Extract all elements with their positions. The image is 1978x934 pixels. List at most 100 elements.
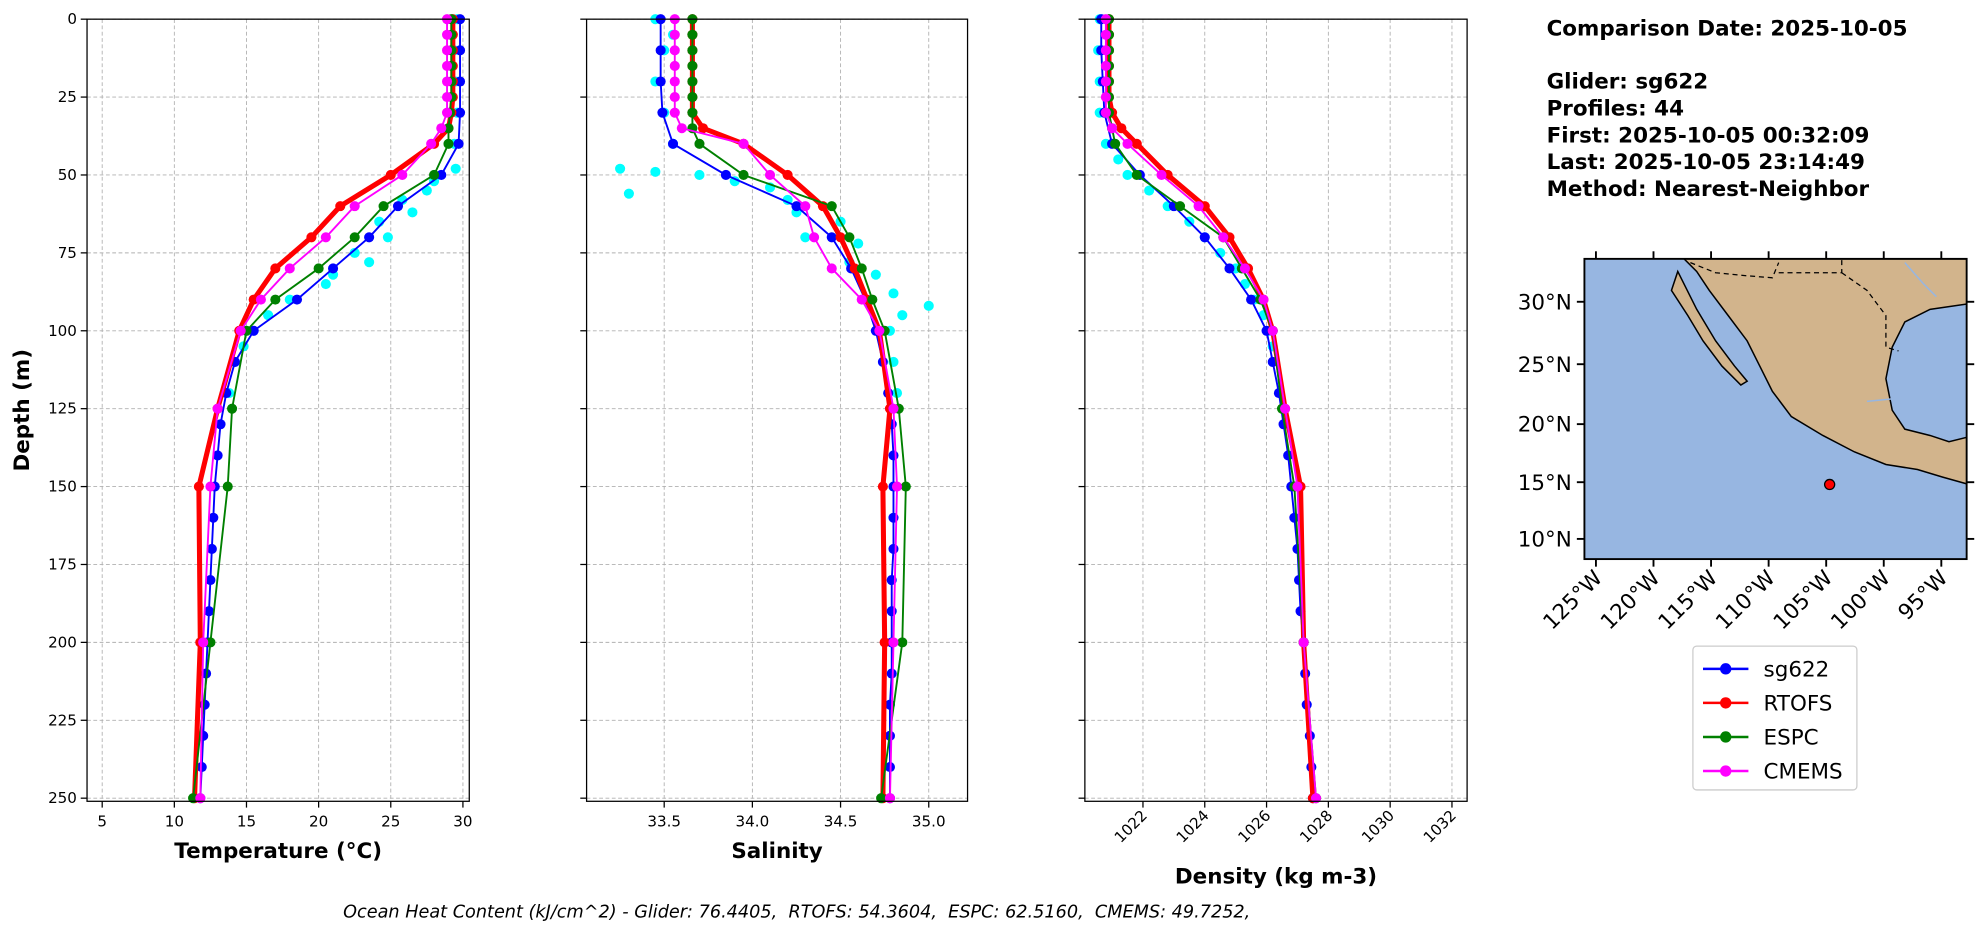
- raw-point: [897, 310, 908, 321]
- profile-point: [897, 637, 908, 648]
- profile-point: [442, 60, 453, 71]
- profile-point: [1100, 76, 1111, 87]
- x-tick-label: 5: [97, 813, 107, 831]
- raw-point: [800, 232, 811, 243]
- legend-label: RTOFS: [1764, 691, 1833, 716]
- profile-point: [442, 45, 453, 56]
- profile-point: [809, 232, 820, 243]
- profile-point: [203, 606, 215, 617]
- profile-point: [844, 232, 855, 243]
- profile-point: [397, 169, 408, 181]
- raw-point: [364, 257, 375, 268]
- x-tick-label: 1022: [1111, 807, 1151, 847]
- legend-marker: [1720, 697, 1732, 709]
- y-axis-label: Depth (m): [10, 349, 35, 472]
- profile-point: [676, 123, 687, 134]
- map-frame: [1583, 257, 1968, 561]
- profile-point: [1100, 45, 1111, 56]
- profile-point: [443, 138, 454, 149]
- x-tick-label: 30: [453, 813, 472, 831]
- profile-point: [791, 201, 802, 212]
- profile-point: [270, 294, 281, 305]
- profile-point: [1131, 138, 1142, 149]
- raw-point: [1215, 247, 1226, 258]
- raw-point: [349, 247, 360, 258]
- profile-point: [657, 107, 668, 118]
- profile-point: [782, 169, 793, 181]
- axes-frame: [585, 18, 969, 802]
- y-tick-label: 25: [58, 88, 77, 106]
- profile-point: [1193, 201, 1204, 212]
- raw-point: [853, 238, 864, 249]
- map: 10°N 15°N 20°N 25°N 30°N 125°W120°W115°W110°W…: [1518, 251, 1975, 635]
- y-tick-label: 0: [67, 10, 77, 28]
- profile-point: [320, 232, 331, 243]
- profile-point: [655, 76, 666, 87]
- profile-point: [255, 294, 266, 305]
- lon-label: 125°W: [1539, 566, 1608, 635]
- y-tick-label: 75: [58, 244, 77, 262]
- profile-point: [442, 107, 453, 118]
- info-line: Last: 2025-10-05 23:14:49: [1547, 150, 1865, 175]
- profile-point: [248, 294, 259, 305]
- raw-point: [923, 300, 934, 311]
- profile-point: [888, 637, 899, 648]
- profile-point: [349, 232, 360, 243]
- raw-point: [1144, 185, 1155, 196]
- profile-point: [687, 45, 698, 56]
- raw-point: [407, 207, 418, 218]
- profile-point: [874, 325, 885, 336]
- profile-point: [284, 263, 295, 274]
- axes-frame: [86, 18, 470, 802]
- profile-point: [879, 637, 890, 648]
- raw-point: [382, 232, 393, 243]
- profile-point: [364, 232, 375, 243]
- glider-location: [1823, 478, 1836, 491]
- profile-point: [800, 201, 811, 212]
- x-tick-label: 1032: [1420, 807, 1460, 847]
- lon-label: 115°W: [1654, 566, 1723, 635]
- profile-point: [1199, 232, 1210, 243]
- profile-point: [1280, 403, 1291, 414]
- lat-label: 10°N: [1518, 527, 1572, 552]
- land: [1683, 258, 1967, 485]
- x-tick-label: 15: [237, 813, 256, 831]
- profile-point: [891, 481, 903, 492]
- profile-point: [669, 45, 680, 56]
- profile-point: [1110, 138, 1121, 149]
- profile-point: [738, 169, 749, 181]
- profile-point: [1258, 294, 1269, 305]
- info-line: Profiles: 44: [1547, 96, 1684, 121]
- profile-point: [669, 29, 680, 40]
- profile-point: [436, 123, 447, 134]
- legend-label: CMEMS: [1764, 760, 1843, 785]
- raw-point: [615, 163, 626, 174]
- x-tick-label: 33.5: [647, 813, 681, 831]
- raw-point: [870, 269, 881, 280]
- lat-label: 20°N: [1518, 413, 1572, 438]
- profile-point: [443, 123, 454, 134]
- legend-label: ESPC: [1764, 726, 1819, 751]
- x-tick-label: 20: [309, 813, 328, 831]
- profile-point: [856, 263, 867, 274]
- profile-point: [764, 169, 776, 181]
- profile-point: [849, 263, 860, 274]
- profile-point: [248, 325, 259, 336]
- profile-point: [667, 138, 679, 149]
- profile-point: [429, 169, 440, 181]
- y-tick-label: 250: [48, 789, 77, 807]
- legend: sg622 RTOFS ESPC CMEMS: [1692, 645, 1858, 791]
- lon-label: 100°W: [1826, 566, 1895, 635]
- profile-point: [669, 76, 680, 87]
- profile-point: [270, 263, 281, 274]
- profile-point: [1107, 123, 1118, 134]
- profile-point: [454, 107, 466, 118]
- panel: 0 25 50 75 100 125 150 175 200 225 250 5 10 15 20 25 30 T…: [10, 10, 473, 864]
- legend-marker: [1720, 663, 1732, 675]
- raw-point: [891, 388, 903, 399]
- panel: 33.5 34.0 34.5 35.0 Salinity: [580, 14, 969, 864]
- profile-point: [222, 481, 233, 492]
- profile-point: [900, 481, 911, 492]
- profile-point: [193, 481, 204, 492]
- profile-point: [687, 60, 698, 71]
